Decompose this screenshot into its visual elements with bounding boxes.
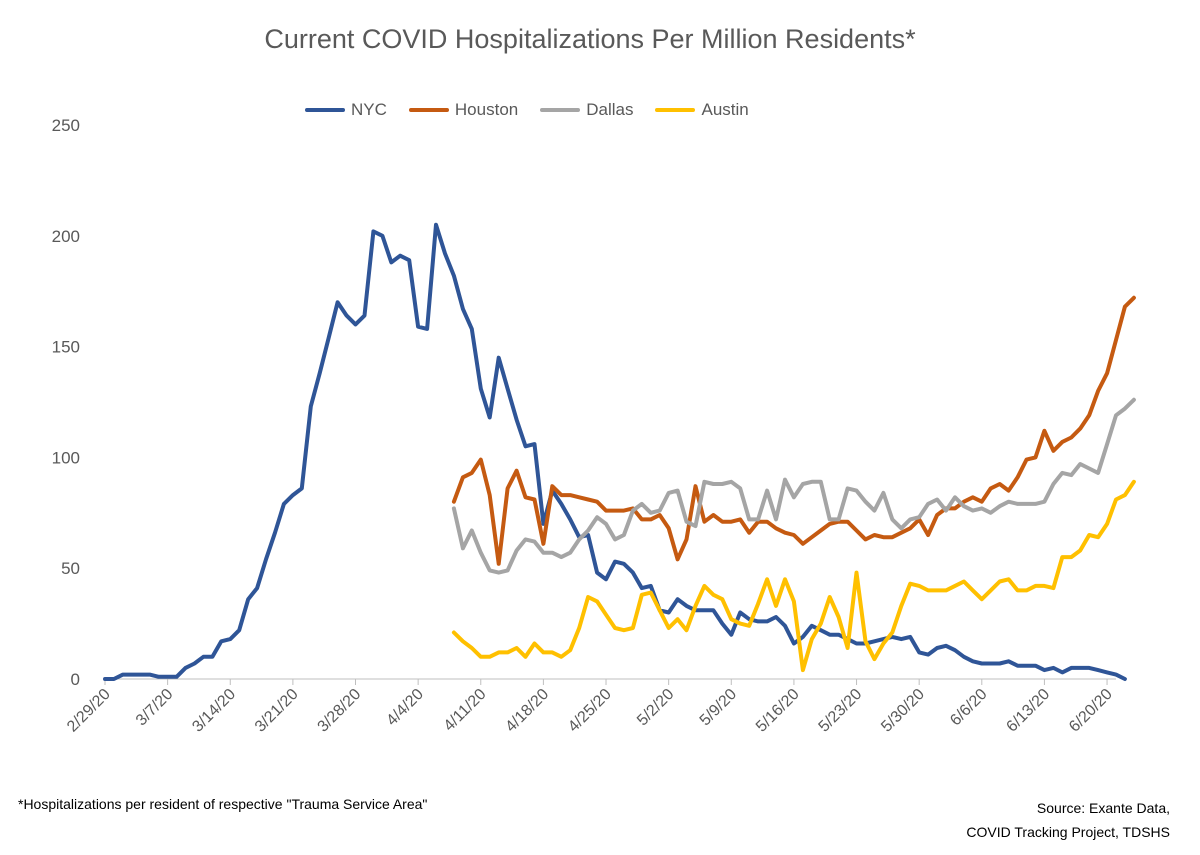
x-tick-label: 6/20/20	[1066, 686, 1116, 736]
x-tick-label: 4/11/20	[441, 686, 490, 735]
y-tick-label: 200	[52, 227, 80, 246]
x-tick-label: 4/25/20	[565, 686, 615, 736]
x-tick-label: 3/14/20	[189, 686, 239, 736]
legend-swatch	[540, 108, 581, 112]
x-tick-label: 5/2/20	[634, 686, 678, 730]
y-tick-label: 0	[71, 670, 80, 689]
series-line-nyc	[103, 222, 1127, 681]
footnote: *Hospitalizations per resident of respec…	[18, 796, 428, 812]
source-line-2: COVID Tracking Project, TDSHS	[966, 824, 1170, 840]
y-tick-label: 50	[61, 559, 80, 578]
x-tick-label: 4/4/20	[383, 686, 427, 730]
x-tick-label: 5/30/20	[878, 686, 928, 736]
legend-entry-nyc: NYC	[305, 100, 387, 120]
legend-swatch	[655, 108, 696, 112]
series-line-austin	[451, 479, 1136, 673]
x-tick-label: 3/21/20	[252, 686, 302, 736]
x-tick-label: 5/16/20	[753, 686, 803, 736]
legend: NYC Houston Dallas Austin	[305, 100, 749, 120]
chart-title: Current COVID Hospitalizations Per Milli…	[264, 24, 916, 54]
legend-entry-austin: Austin	[655, 100, 749, 120]
x-tick-label: 3/7/20	[133, 686, 177, 730]
x-tick-label: 3/28/20	[315, 686, 365, 736]
series-line-dallas	[451, 397, 1136, 575]
legend-entry-houston: Houston	[408, 100, 519, 120]
x-tick-label: 5/9/20	[697, 686, 741, 730]
legend-swatch	[305, 108, 345, 112]
y-tick-label: 250	[52, 116, 80, 135]
legend-swatch	[408, 108, 449, 112]
source-note: Source: Exante Data, COVID Tracking Proj…	[966, 796, 1170, 844]
legend-label: Austin	[701, 100, 749, 119]
legend-label: Dallas	[586, 100, 634, 119]
x-tick-label: 6/6/20	[947, 686, 991, 730]
legend-label: Houston	[454, 100, 519, 119]
x-tick-label: 2/29/20	[64, 686, 114, 736]
y-tick-label: 150	[52, 338, 80, 357]
y-tick-label: 100	[52, 448, 80, 467]
legend-entry-dallas: Dallas	[540, 100, 633, 120]
source-line-1: Source: Exante Data,	[1036, 800, 1170, 816]
legend-label: NYC	[351, 100, 387, 119]
x-tick-label: 5/23/20	[816, 686, 866, 736]
series-line-houston	[451, 295, 1136, 566]
x-tick-label: 6/13/20	[1003, 686, 1053, 736]
x-tick-label: 4/18/20	[502, 686, 552, 736]
